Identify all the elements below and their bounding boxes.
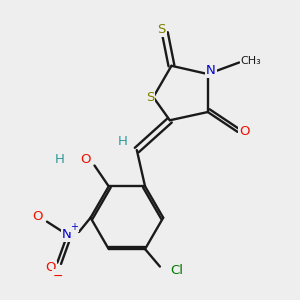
- Text: S: S: [158, 23, 166, 36]
- Text: O: O: [80, 153, 91, 167]
- Text: CH₃: CH₃: [240, 56, 261, 66]
- Text: H: H: [118, 135, 128, 148]
- Text: Cl: Cl: [170, 264, 183, 277]
- Text: O: O: [46, 261, 56, 274]
- Text: O: O: [32, 209, 43, 223]
- Text: N: N: [61, 228, 71, 241]
- Text: S: S: [146, 91, 154, 104]
- Text: H: H: [55, 153, 65, 167]
- Text: −: −: [53, 270, 63, 283]
- Text: O: O: [239, 125, 249, 138]
- Text: +: +: [70, 222, 78, 232]
- Text: N: N: [206, 64, 216, 77]
